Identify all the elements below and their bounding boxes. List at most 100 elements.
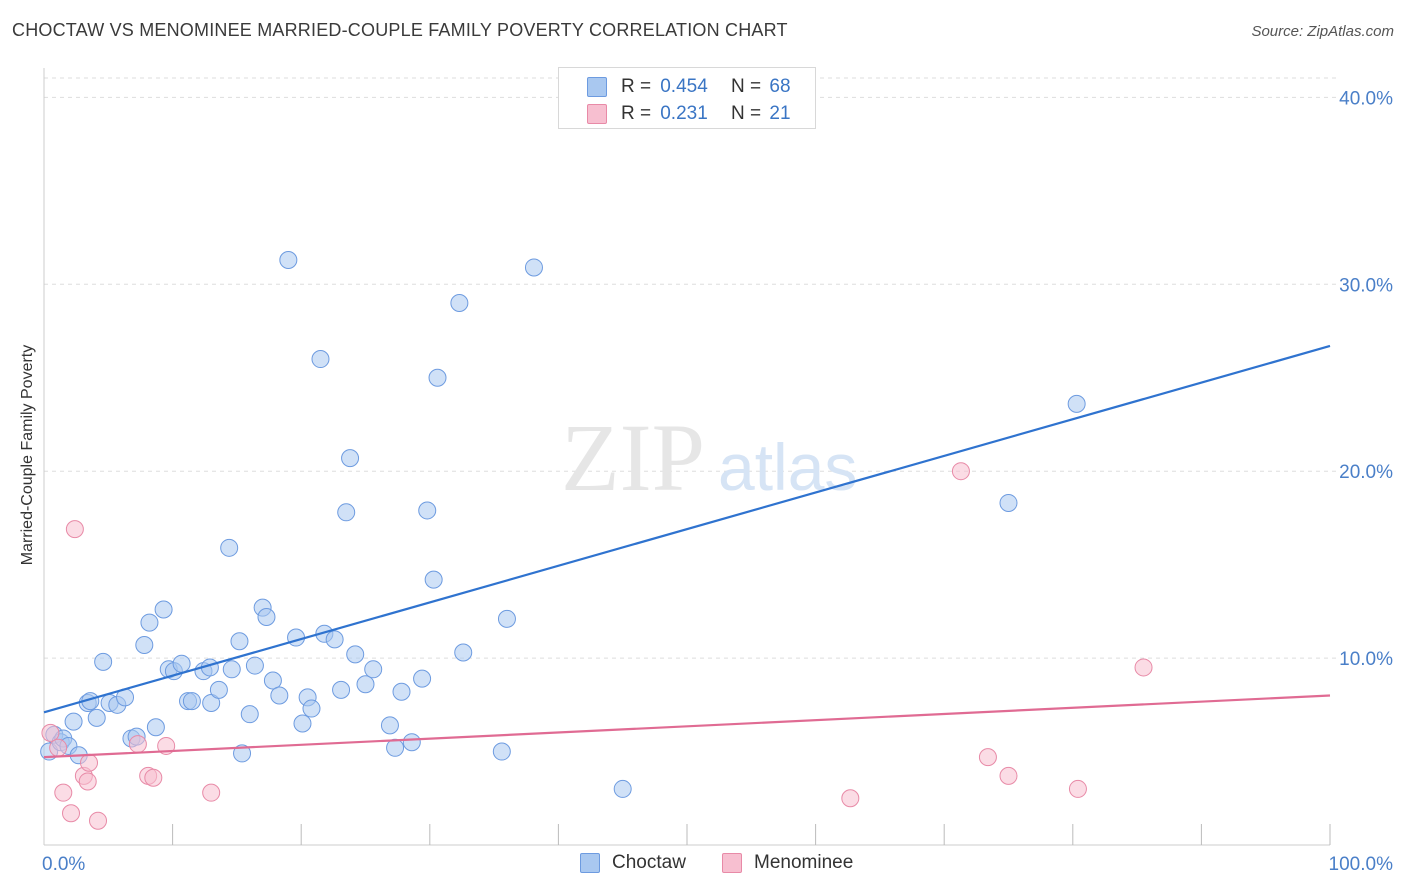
stats-row-menominee: R = 0.231 N = 21 [559,101,817,127]
choctaw-point [613,779,632,798]
choctaw-point [380,716,399,735]
y-tick-label: 20.0% [1339,462,1393,483]
menominee-point [41,723,60,742]
choctaw-point [497,609,516,628]
menominee-point [144,768,163,787]
menominee-swatch [587,104,607,124]
choctaw-point [302,699,321,718]
choctaw-point [245,656,264,675]
y-tick-label: 40.0% [1339,88,1393,109]
axes-layer [43,68,1331,846]
choctaw-point [230,632,249,651]
menominee-point [49,738,68,757]
menominee-point [89,811,108,830]
choctaw-point [135,636,154,655]
chart-title: CHOCTAW VS MENOMINEE MARRIED-COUPLE FAMI… [12,20,788,40]
choctaw-point [154,600,173,619]
choctaw-point [364,660,383,679]
menominee-point [65,520,84,539]
y-tick-label: 30.0% [1339,275,1393,296]
choctaw-point [450,293,469,312]
r-value: 0.454 [660,76,708,97]
choctaw-point [413,669,432,688]
choctaw-point [94,652,113,671]
watermark-zip: ZIP [561,404,705,511]
menominee-point [841,789,860,808]
choctaw-point [524,258,543,277]
points-layer [40,250,1153,830]
choctaw-swatch [587,77,607,97]
watermark: ZIP atlas [561,404,857,511]
choctaw-point [222,660,241,679]
choctaw-point [233,744,252,763]
menominee-legend-swatch [722,853,742,873]
r-label: R = [621,103,652,124]
tick-labels-layer: 10.0% 20.0% 30.0% 40.0% 0.0% 100.0% [42,88,1393,875]
choctaw-point [240,705,259,724]
choctaw-point [454,643,473,662]
choctaw-point [287,628,306,647]
choctaw-point [293,714,312,733]
choctaw-point [999,493,1018,512]
menominee-point [54,783,73,802]
legend-label: Menominee [754,852,854,873]
choctaw-point [140,613,159,632]
choctaw-point [392,682,411,701]
choctaw-legend-swatch [580,853,600,873]
choctaw-trend-line [43,344,1331,714]
x-tick-label-max: 100.0% [1329,854,1394,875]
menominee-point [202,783,221,802]
choctaw-point [418,501,437,520]
r-label: R = [621,76,652,97]
choctaw-point [424,570,443,589]
choctaw-point [492,742,511,761]
n-label: N = [731,103,762,124]
choctaw-point [209,680,228,699]
choctaw-point [386,738,405,757]
source-note: Source: ZipAtlas.com [1251,23,1394,40]
choctaw-point [87,708,106,727]
choctaw-point [428,368,447,387]
menominee-point [978,748,997,767]
choctaw-point [220,538,239,557]
choctaw-point [337,503,356,522]
menominee-point [128,735,147,754]
choctaw-point [270,686,289,705]
r-value: 0.231 [660,103,708,124]
menominee-point [951,462,970,481]
choctaw-point [182,692,201,711]
choctaw-point [341,449,360,468]
x-tick-label-min: 0.0% [42,854,85,875]
menominee-point [80,753,99,772]
menominee-trend-line [43,694,1331,759]
trend-layer [43,344,1331,759]
n-value: 21 [769,103,791,124]
choctaw-point [356,675,375,694]
choctaw-point [346,645,365,664]
menominee-point [999,766,1018,785]
n-value: 68 [769,76,791,97]
choctaw-point [257,607,276,626]
y-tick-label: 10.0% [1339,649,1393,670]
choctaw-point [172,654,191,673]
choctaw-point [332,680,351,699]
watermark-atlas: atlas [718,430,857,504]
menominee-point [1068,779,1087,798]
y-axis-title: Married-Couple Family Poverty [19,344,36,566]
n-label: N = [731,76,762,97]
choctaw-point [146,718,165,737]
choctaw-point [1067,394,1086,413]
grid-layer [44,77,1336,659]
choctaw-point [64,712,83,731]
choctaw-point [263,671,282,690]
choctaw-point [279,250,298,269]
stats-row-choctaw: R = 0.454 N = 68 [559,74,817,100]
choctaw-point [311,350,330,369]
stats-legend: R = 0.454 N = 68 R = 0.231 N = 21 [558,67,816,129]
choctaw-point [325,630,344,649]
menominee-point [62,804,81,823]
series-legend: Choctaw Menominee [0,850,1406,878]
choctaw-point [402,733,421,752]
menominee-point [78,772,97,791]
